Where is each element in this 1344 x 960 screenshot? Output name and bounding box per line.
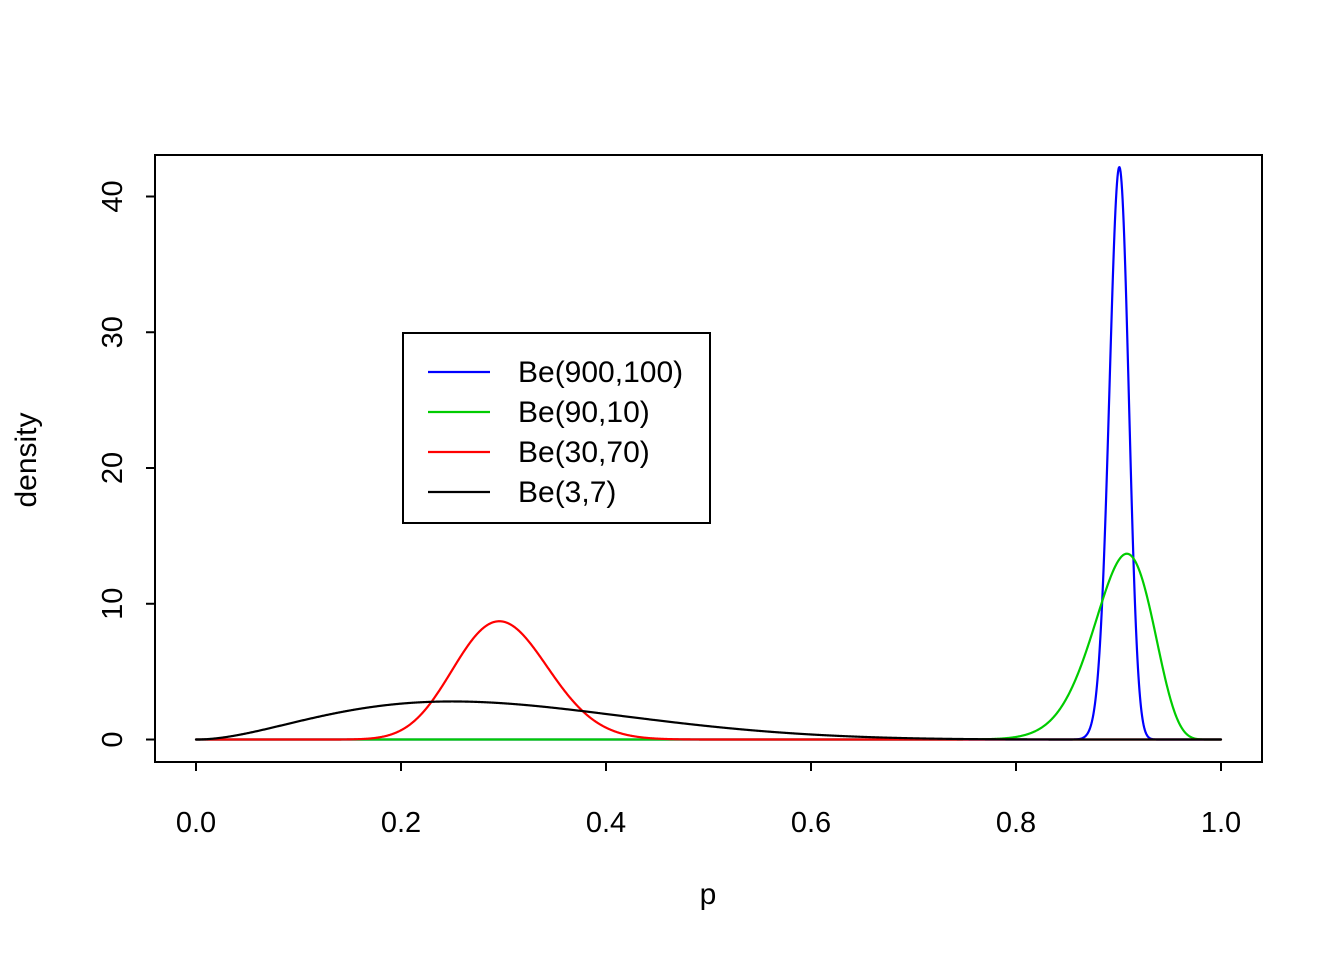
x-tick-label: 0.0 — [176, 807, 216, 839]
plot-box — [154, 154, 1263, 763]
legend-label: Be(90,10) — [518, 396, 650, 429]
y-tick-label: 0 — [97, 731, 129, 747]
plot-layer: 0.0 0.2 0.4 0.6 0.8 1.0 0 10 20 30 40 Be(900,100) Be… — [97, 154, 1263, 839]
series-line-be-3-7- — [194, 700, 1223, 741]
x-tick-label: 0.6 — [791, 807, 831, 839]
legend-box — [402, 332, 711, 524]
legend-label: Be(30,70) — [518, 436, 650, 469]
series-line-be-30-70- — [194, 620, 1223, 741]
x-tick-label: 0.8 — [996, 807, 1036, 839]
legend-label: Be(3,7) — [518, 476, 616, 509]
y-tick-label: 30 — [97, 316, 129, 348]
y-tick-label: 20 — [97, 452, 129, 484]
legend-label: Be(900,100) — [518, 356, 683, 389]
x-tick-label: 1.0 — [1201, 807, 1241, 839]
series-line-be-90-10- — [194, 552, 1223, 741]
y-tick-label: 10 — [97, 588, 129, 620]
x-tick-label: 0.4 — [586, 807, 626, 839]
y-tick-label: 40 — [97, 180, 129, 212]
y-axis-label: density — [10, 412, 43, 507]
x-axis-label: p — [700, 878, 717, 911]
x-tick-label: 0.2 — [381, 807, 421, 839]
